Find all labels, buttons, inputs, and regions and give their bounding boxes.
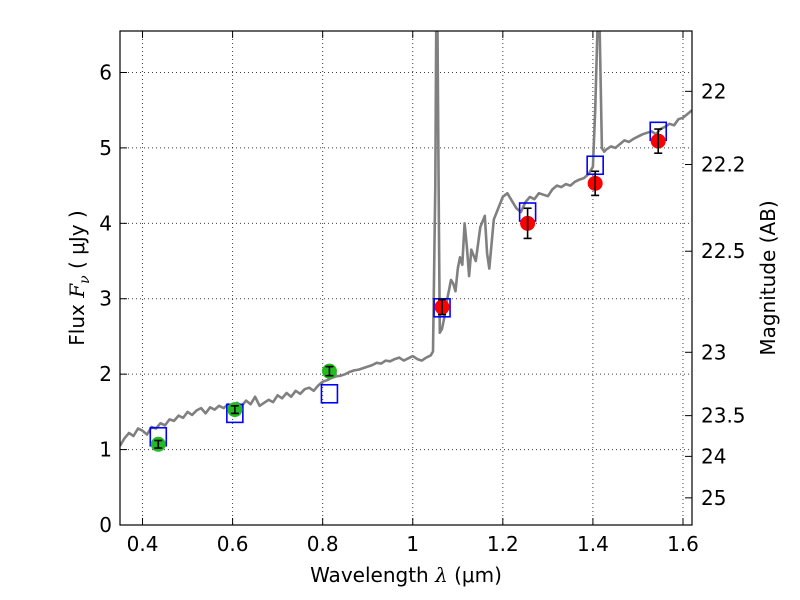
x-tick-label: 1.6 xyxy=(667,532,699,556)
y2-tick-label: 23.5 xyxy=(701,404,746,428)
model-band-square xyxy=(320,383,339,404)
y-axis-title-symbol: F xyxy=(65,283,89,299)
y-axis-title-text: Flux xyxy=(65,298,89,346)
x-axis-title-unit: (μm) xyxy=(448,563,502,587)
y-axis-title-unit: ( μJy ) xyxy=(65,210,89,275)
grid xyxy=(120,31,692,526)
y-tick-label: 2 xyxy=(99,362,112,386)
y2-axis-title: Magnitude (AB) xyxy=(756,200,780,355)
y-tick-label: 0 xyxy=(99,513,112,537)
axis-ticks: 0.4 0.6 0.8 1 1.2 1.4 1.601234562222.222.52323… xyxy=(99,31,746,556)
y2-tick-label: 22.5 xyxy=(701,239,746,263)
x-tick-label: 1.2 xyxy=(487,532,519,556)
y-tick-label: 3 xyxy=(99,287,112,311)
y-tick-label: 5 xyxy=(99,136,112,160)
x-tick-label: 0.8 xyxy=(307,532,339,556)
y2-tick-label: 22 xyxy=(701,79,726,103)
y-axis-title: Flux Fν ( μJy ) xyxy=(65,210,93,345)
y-tick-label: 1 xyxy=(99,438,112,462)
y2-tick-label: 23 xyxy=(701,340,726,364)
y2-tick-label: 24 xyxy=(701,444,726,468)
y-tick-label: 6 xyxy=(99,60,112,84)
x-axis-title: Wavelength λ (μm) xyxy=(310,563,502,587)
y2-tick-label: 25 xyxy=(701,486,726,510)
plot-frame xyxy=(119,30,693,526)
x-axis-title-text: Wavelength xyxy=(310,563,435,587)
x-tick-label: 0.6 xyxy=(217,532,249,556)
x-tick-label: 0.4 xyxy=(127,532,159,556)
x-tick-label: 1.4 xyxy=(577,532,609,556)
y-tick-label: 4 xyxy=(99,211,112,235)
plot-series xyxy=(120,31,692,452)
y2-tick-label: 22.2 xyxy=(701,152,746,176)
x-tick-label: 1 xyxy=(406,532,419,556)
y-axis-title-subscript: ν xyxy=(77,275,93,284)
x-axis-title-symbol: λ xyxy=(434,563,448,587)
model-spectrum-line xyxy=(120,31,692,447)
